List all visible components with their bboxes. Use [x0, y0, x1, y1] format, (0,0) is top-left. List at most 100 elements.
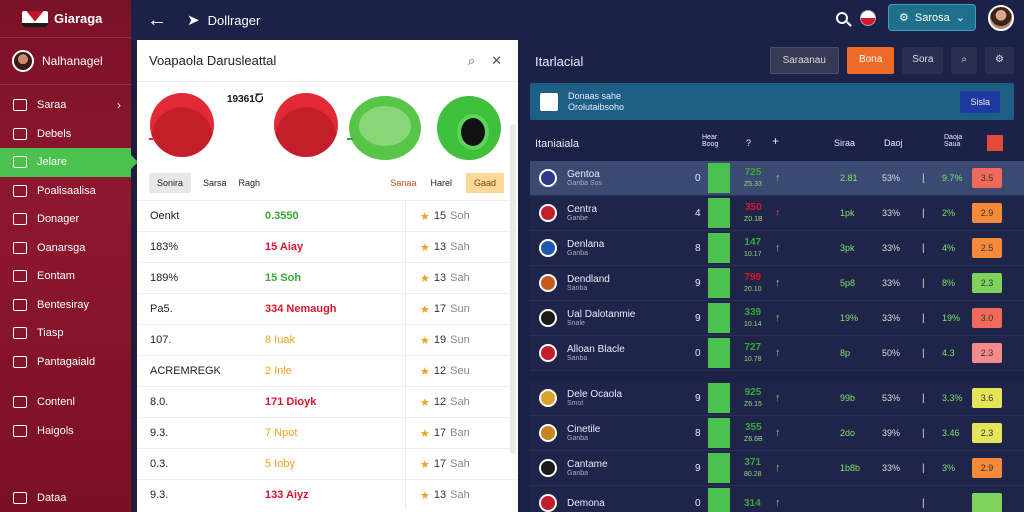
match-row[interactable]: Cinetile Ganba 8 355 Z6.6B ↑ 2do 39% | 3.46 2.3	[530, 416, 1024, 451]
grid-button[interactable]: Sora	[902, 47, 944, 74]
table-row[interactable]: 8.0. 171 Dioyk ★ 12 Sah	[137, 386, 518, 417]
odds-bar[interactable]	[708, 163, 730, 193]
match-row[interactable]: Cantame Ganba 9 371 80.28 ↑ 1b8b 33% | 3% 2.9	[530, 451, 1024, 486]
odds-bar[interactable]	[708, 233, 730, 263]
odds-bar[interactable]	[708, 453, 730, 483]
language-flag-icon[interactable]	[860, 9, 877, 26]
sidebar-item-label: Donager	[37, 213, 80, 226]
odds-pill[interactable]: 2.3	[972, 343, 1002, 363]
match-row[interactable]: Dendland Sanba 9 799 20.10 ↑ 5p8 33% | 8% 2.3	[530, 266, 1024, 301]
search-button[interactable]: ⌕	[951, 47, 978, 74]
filter-button[interactable]: Saraanau	[769, 47, 839, 74]
sidebar-item[interactable]: Contenl	[0, 388, 131, 417]
match-row[interactable]: Gentoa Ganba Sos 0 725 Z5.33 ↑ 2.81 53% | 9.7% 3.5	[530, 161, 1024, 196]
tab[interactable]: Sonira	[149, 173, 192, 193]
sidebar-item[interactable]: Poalisaalisa	[0, 177, 131, 206]
market-tabs: Sonira Sarsa Ragh Sanaa Harel Gaad	[137, 167, 518, 199]
alert-badge[interactable]	[987, 135, 1003, 151]
stat-value: 19%	[840, 313, 859, 323]
odds-bar[interactable]	[708, 488, 730, 512]
divider: |	[922, 392, 925, 404]
stat-change: 2%	[942, 208, 956, 218]
odds-pill[interactable]: 3.6	[972, 388, 1002, 408]
brand-name: Giaraga	[54, 11, 103, 26]
account-dropdown[interactable]: ⚙ Sarosa ⌄	[888, 4, 976, 31]
sidebar-item[interactable]: Haigols	[0, 417, 131, 446]
search-icon[interactable]: ⌕	[467, 52, 476, 68]
team-name: Dendland Sanba	[567, 273, 610, 292]
close-icon[interactable]: ✕	[491, 52, 502, 68]
tab[interactable]: Ragh	[238, 178, 261, 188]
odds-pill[interactable]: 2.3	[972, 423, 1002, 443]
sidebar-item[interactable]: Pantagaiald	[0, 348, 131, 377]
odds-side: ★ 15 Soh	[405, 201, 470, 231]
odds-bar[interactable]	[708, 418, 730, 448]
brand[interactable]: Giaraga	[0, 0, 131, 38]
match-row[interactable]: Denlana Ganba 8 147 10.17 ↑ 3pk 33% | 4% 2.5	[530, 231, 1024, 266]
sidebar-bottom-item[interactable]: Dataa	[13, 492, 66, 504]
odds-pill[interactable]	[972, 493, 1002, 512]
odds-table: Oenkt 0.3550 ★ 15 Soh 183% 15 Aiay ★ 13 Sah 189% 15…	[137, 200, 518, 510]
player-avatar[interactable]	[274, 93, 338, 157]
info-button[interactable]: Sisla	[960, 90, 1000, 113]
tab[interactable]: Sanaa	[390, 178, 417, 188]
odds-bar[interactable]	[708, 198, 730, 228]
chevron-right-icon: ›	[117, 98, 121, 113]
odds-pill[interactable]: 3.5	[972, 168, 1002, 188]
tab[interactable]: Sarsa	[203, 178, 227, 188]
sidebar-item-label: Haigols	[37, 424, 74, 437]
table-row[interactable]: 183% 15 Aiay ★ 13 Sah	[137, 231, 518, 262]
table-row[interactable]: 189% 15 Soh ★ 13 Sah	[137, 262, 518, 293]
player-avatar[interactable]	[150, 93, 214, 157]
stat-value: 1b8b	[840, 463, 861, 473]
odds-pill[interactable]: 2.3	[972, 273, 1002, 293]
sidebar-item[interactable]: Donager	[0, 205, 131, 234]
sidebar-item[interactable]: Bentesiray	[0, 291, 131, 320]
odds-pill[interactable]: 2.5	[972, 238, 1002, 258]
odds-bar[interactable]	[708, 338, 730, 368]
search-icon[interactable]	[836, 11, 849, 24]
sidebar-item[interactable]: Tiasp	[0, 319, 131, 348]
sidebar-item[interactable]: Saraa ›	[0, 91, 131, 120]
odds-value: 8 Iuak	[265, 334, 295, 346]
divider: |	[922, 207, 925, 219]
sidebar-item[interactable]: Debels	[0, 120, 131, 149]
odds-pill[interactable]: 2.9	[972, 458, 1002, 478]
sidebar-item-active[interactable]: Jelare	[0, 148, 138, 177]
sidebar-item[interactable]: Eontam	[0, 262, 131, 291]
match-row[interactable]: Centra Ganbe 4 350 Z0.1B ↑ 1pk 33% | 2% 2.9	[530, 196, 1024, 231]
table-row[interactable]: 9.3. 7 Npot ★ 17 Ban	[137, 417, 518, 448]
table-row[interactable]: Pa5. 334 Nemaugh ★ 17 Sun	[137, 293, 518, 324]
tab[interactable]: Harel	[430, 178, 452, 188]
avatar[interactable]	[988, 4, 1014, 31]
tab[interactable]: Gaad	[465, 173, 504, 193]
odds-bar[interactable]	[708, 383, 730, 413]
team-logo[interactable]	[349, 96, 421, 160]
back-arrow-icon[interactable]: ←	[147, 8, 167, 31]
sidebar-item[interactable]: Oanarsga	[0, 234, 131, 263]
odds-bar[interactable]	[708, 303, 730, 333]
odds-side: ★ 13 Sah	[405, 480, 470, 510]
team-logo[interactable]	[437, 96, 501, 160]
table-row[interactable]: Oenkt 0.3550 ★ 15 Soh	[137, 200, 518, 231]
table-row[interactable]: 107. 8 Iuak ★ 19 Sun	[137, 324, 518, 355]
match-row[interactable]: Alloan Blacle Sanba 0 727 10.78 ↑ 8p 50% | 4.3 2.3	[530, 336, 1024, 371]
odds-value: 133 Aiyz	[265, 489, 309, 501]
table-row[interactable]: ACREMREGK 2 Inle ★ 12 Seu	[137, 355, 518, 386]
odds-bar[interactable]	[708, 268, 730, 298]
match-row[interactable]: Ual Dalotanmie Snale 9 339 10.14 ↑ 19% 33% | 19% 3…	[530, 301, 1024, 336]
odds-value: 355 Z6.6B	[744, 422, 763, 443]
match-row[interactable]: Demona 0 314 ↑ |	[530, 486, 1024, 512]
settings-button[interactable]: ⚙	[985, 47, 1014, 74]
add-icon[interactable]: +	[772, 134, 780, 148]
scrollbar[interactable]	[510, 124, 516, 454]
sidebar-user[interactable]: Nalhanagel	[0, 38, 131, 85]
match-row[interactable]: Dele Ocaola Smot 9 925 Z6.15 ↑ 99b 53% | 3.3% 3.6	[530, 381, 1024, 416]
odds-value: 15 Aiay	[265, 241, 304, 253]
table-row[interactable]: 0.3. 5 Ioby ★ 17 Sah	[137, 448, 518, 479]
odds-pill[interactable]: 3.0	[972, 308, 1002, 328]
odds-pill[interactable]: 2.9	[972, 203, 1002, 223]
primary-button[interactable]: Bona	[846, 47, 895, 74]
star-icon: ★	[420, 272, 430, 285]
table-row[interactable]: 9.3. 133 Aiyz ★ 13 Sah	[137, 479, 518, 510]
